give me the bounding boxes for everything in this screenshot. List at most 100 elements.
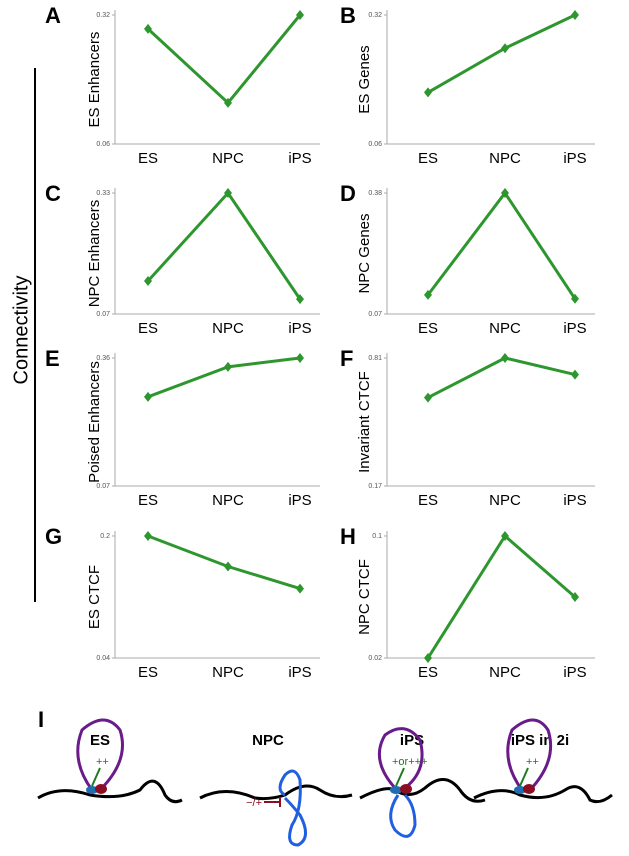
x-tick-label: iPS [288,664,311,681]
marker [501,353,509,363]
x-tick-label: ES [138,492,158,509]
x-tick-label: ES [418,320,438,337]
panel-letter: I [38,707,44,732]
y-axis-label: ES Enhancers [86,32,103,128]
y-axis-label: Invariant CTCF [356,371,373,473]
diagram-npc [199,769,353,847]
x-tick-label: ES [138,664,158,681]
annotation: ++ [96,756,109,768]
panel-letter: D [340,181,356,206]
annotation: +or+++ [392,756,427,768]
y-tick-label: 0.81 [368,355,382,362]
marker [296,294,304,305]
x-tick-label: NPC [212,492,244,509]
x-tick-label: ES [138,150,158,167]
diagram-title: iPS in 2i [511,732,569,749]
marker [296,10,304,20]
y-tick-label: 0.1 [372,533,382,540]
y-tick-label: 0.38 [368,190,382,197]
y-axis-label: Poised Enhancers [86,361,103,483]
diagram-ips-2i [473,718,613,804]
annotation: ++ [526,756,539,768]
x-tick-label: iPS [288,492,311,509]
marker [224,97,232,108]
y-tick-label: 0.33 [96,190,110,197]
x-tick-label: NPC [489,492,521,509]
marker [224,361,232,372]
y-tick-label: 0.07 [96,311,110,318]
marker [424,289,432,300]
marker [501,531,509,541]
marker [296,583,304,594]
line [146,14,302,106]
x-tick-label: iPS [563,492,586,509]
x-tick-label: ES [418,492,438,509]
marker [144,275,152,286]
x-tick-label: NPC [489,664,521,681]
x-tick-label: NPC [212,320,244,337]
y-tick-label: 0.02 [368,655,382,662]
line [427,13,576,94]
diagram-title: NPC [252,732,284,749]
y-tick-label: 0.07 [96,483,110,490]
y-tick-label: 0.06 [368,141,382,148]
line [426,533,576,659]
y-tick-label: 0.2 [100,533,110,540]
panel-letter: B [340,3,356,28]
y-axis-label: NPC Genes [356,213,373,293]
marker [571,369,579,380]
panel-letter: G [45,524,62,549]
panel-letter: C [45,181,61,206]
x-tick-label: iPS [563,664,586,681]
marker [571,10,579,20]
line [427,356,576,399]
y-axis-label: NPC Enhancers [86,200,103,308]
marker [424,392,432,403]
marker [571,592,579,602]
marker [501,43,509,54]
y-tick-label: 0.07 [368,311,382,318]
panel-letter: F [340,346,353,371]
x-tick-label: iPS [563,150,586,167]
panel-letter: A [45,3,61,28]
panel-letter: E [45,346,60,371]
x-tick-label: NPC [489,320,521,337]
y-tick-label: 0.04 [96,655,110,662]
x-tick-label: NPC [212,150,244,167]
marker [424,87,432,98]
y-axis-label: NPC CTCF [356,559,373,635]
x-tick-label: NPC [489,150,521,167]
marker [424,653,432,663]
x-tick-label: ES [138,320,158,337]
marker [144,531,152,541]
marker [571,293,579,304]
marker [144,391,152,402]
x-tick-label: ES [418,150,438,167]
line [426,190,577,300]
y-axis-label: ES CTCF [86,565,103,629]
diagram-ips [359,727,486,838]
line [147,534,301,591]
y-tick-label: 0.36 [96,355,110,362]
y-tick-label: 0.06 [96,141,110,148]
marker [224,561,232,572]
annotation: −/+ [246,797,262,809]
x-tick-label: iPS [288,150,311,167]
marker [501,188,509,198]
panel-letter: H [340,524,356,549]
x-tick-label: NPC [212,664,244,681]
marker [224,188,232,198]
marker [144,23,152,34]
diagram-es [37,718,183,804]
x-tick-label: iPS [563,320,586,337]
x-tick-label: ES [418,664,438,681]
line [147,356,301,399]
marker [296,353,304,363]
y-tick-label: 0.17 [368,483,382,490]
y-axis-label: ES Genes [356,45,373,113]
side-label: Connectivity [10,276,32,385]
diagram-title: ES [90,732,110,749]
line [146,190,302,300]
x-tick-label: iPS [288,320,311,337]
